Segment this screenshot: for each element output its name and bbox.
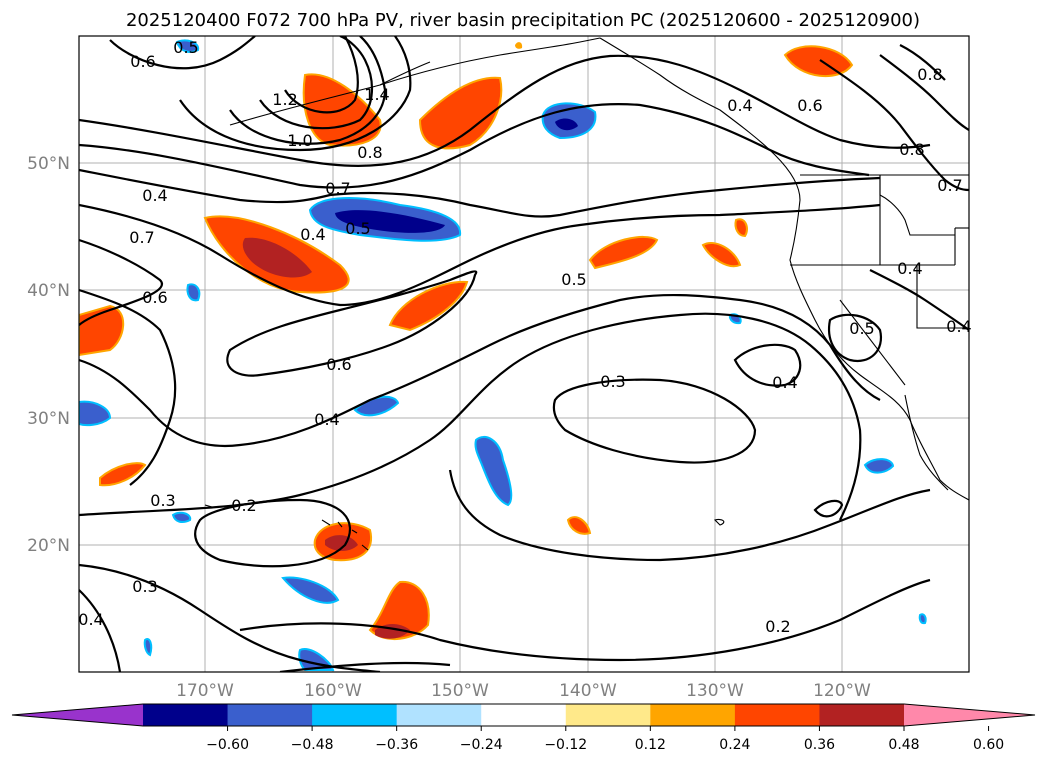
precip-negative-core: [335, 210, 445, 233]
contour-label: 1.4: [364, 85, 389, 104]
contour-label: 0.5: [173, 38, 198, 57]
precip-negative-area: [474, 435, 513, 507]
colorbar-segment: [481, 704, 567, 726]
contour-label: 1.0: [287, 131, 312, 150]
contour-labels: 0.5 0.6 1.2 1.4 1.0 0.8 0.4 0.6 0.8 0.8 …: [78, 38, 971, 636]
pv-contours: [79, 36, 969, 672]
contour-label: 0.8: [899, 140, 924, 159]
contour-label: 0.4: [78, 610, 103, 629]
contour-label: 0.3: [600, 372, 625, 391]
contour-label: 0.5: [849, 319, 874, 338]
precip-positive-core: [325, 535, 358, 551]
colorbar-segment: [227, 704, 313, 726]
colorbar-tick-label: 0.24: [719, 737, 750, 753]
contour-label: 0.7: [129, 228, 154, 247]
contour-label: 0.8: [917, 65, 942, 84]
precip-positive-area: [566, 516, 592, 535]
colorbar: −0.60 −0.48 −0.36 −0.24 −0.12 0.12 0.24 0.36 0.4…: [11, 703, 1036, 753]
precip-negative-core: [555, 118, 578, 131]
contour-label: 0.8: [357, 143, 382, 162]
colorbar-tick-label: 0.12: [635, 737, 666, 753]
contour-label: 0.4: [142, 186, 167, 205]
colorbar-segment: [396, 704, 482, 726]
colorbar-segment: [734, 704, 820, 726]
colorbar-segment: [650, 704, 736, 726]
precip-positive-area: [783, 45, 854, 78]
colorbar-ticks: −0.60 −0.48 −0.36 −0.24 −0.12 0.12 0.24 0.36 0.4…: [206, 726, 1004, 753]
colorbar-tick-label: 0.36: [804, 737, 835, 753]
contour-label: 0.2: [231, 496, 256, 515]
colorbar-segment: [565, 704, 651, 726]
contour-label: 0.6: [326, 355, 351, 374]
contour-label: 1.2: [272, 90, 297, 109]
contour-label: 0.4: [727, 96, 752, 115]
precip-positive-area: [99, 462, 147, 487]
latitude-labels: 50°N 40°N 30°N 20°N: [27, 154, 70, 556]
contour-label: 0.6: [142, 288, 167, 307]
precip-negative-area: [186, 283, 201, 302]
contour-label: 0.4: [772, 373, 797, 392]
gridlines: [79, 36, 969, 672]
lat-label: 50°N: [27, 154, 70, 174]
colorbar-segment: [819, 704, 905, 726]
precip-negative-area: [175, 39, 200, 53]
colorbar-tick-label: −0.24: [460, 737, 503, 753]
contour-label: 0.7: [937, 176, 962, 195]
colorbar-segment: [143, 704, 229, 726]
precip-positive-area: [418, 76, 503, 150]
lon-label: 160°W: [304, 681, 362, 701]
lon-label: 120°W: [813, 681, 871, 701]
contour-label: 0.2: [765, 617, 790, 636]
colorbar-tick-label: −0.36: [375, 737, 418, 753]
lon-label: 170°W: [176, 681, 234, 701]
contour-label: 0.4: [300, 225, 325, 244]
lon-label: 140°W: [559, 681, 617, 701]
colorbar-tick-label: 0.48: [888, 737, 919, 753]
colorbar-tick-label: −0.48: [291, 737, 334, 753]
colorbar-tick-label: −0.12: [544, 737, 587, 753]
precip-positive-area: [701, 242, 742, 268]
lat-label: 40°N: [27, 281, 70, 301]
lat-label: 30°N: [27, 409, 70, 429]
precip-positive-core: [242, 237, 312, 278]
colorbar-segments: [11, 703, 1036, 727]
lat-label: 20°N: [27, 536, 70, 556]
contour-label: 0.5: [345, 219, 370, 238]
precip-negative-area: [143, 638, 153, 657]
colorbar-extend-low: [12, 704, 143, 726]
precip-positive-area: [588, 235, 659, 270]
lon-label: 130°W: [686, 681, 744, 701]
colorbar-outline: [11, 703, 1036, 727]
precip-positive-area: [388, 280, 469, 332]
precip-negative-area: [79, 400, 112, 427]
precip-negative-area: [863, 458, 895, 474]
colorbar-segment: [312, 704, 398, 726]
lon-label: 150°W: [431, 681, 489, 701]
colorbar-tick-label: 0.60: [973, 737, 1004, 753]
precip-negative-area: [281, 576, 340, 604]
contour-label: 0.4: [314, 410, 339, 429]
precip-positive-area: [515, 42, 523, 49]
map-panel: 0.5 0.6 1.2 1.4 1.0 0.8 0.4 0.6 0.8 0.8 …: [78, 35, 972, 673]
contour-label: 0.3: [150, 491, 175, 510]
contour-label: 0.4: [946, 317, 971, 336]
longitude-labels: 170°W 160°W 150°W 140°W 130°W 120°W: [176, 681, 871, 701]
contour-label: 0.6: [797, 96, 822, 115]
precip-positive-area: [734, 218, 748, 238]
precip-negative-area: [171, 511, 192, 524]
contour-label: 0.6: [130, 52, 155, 71]
colorbar-tick-label: −0.60: [206, 737, 249, 753]
map-frame: [78, 35, 970, 673]
contour-label: 0.3: [132, 577, 157, 596]
colorbar-extend-high: [904, 704, 1035, 726]
contour-label: 0.5: [561, 270, 586, 289]
precip-positive-area: [368, 580, 430, 641]
figure-title: 2025120400 F072 700 hPa PV, river basin …: [126, 10, 920, 31]
precip-negative-area: [918, 613, 927, 625]
contour-label: 0.4: [897, 259, 922, 278]
contour-label: 0.7: [325, 179, 350, 198]
